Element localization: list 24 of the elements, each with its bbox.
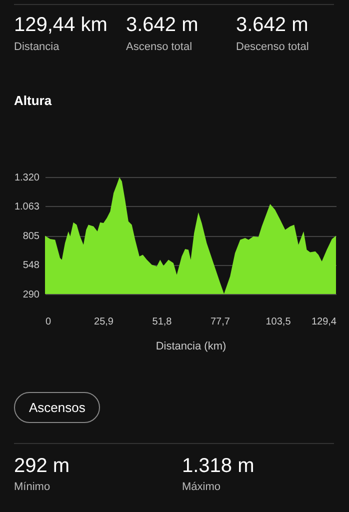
y-tick-label: 548 bbox=[22, 260, 40, 272]
text: Máximo bbox=[182, 481, 221, 493]
y-tick-label: 290 bbox=[22, 290, 40, 300]
y-tick-label: 1.063 bbox=[14, 202, 40, 213]
text: 292 m bbox=[14, 455, 70, 478]
y-tick-label: 1.320 bbox=[14, 172, 40, 184]
x-tick-label: 25,9 bbox=[94, 316, 114, 328]
text: Distancia bbox=[14, 41, 60, 53]
x-tick-label: 77,7 bbox=[210, 316, 230, 328]
x-axis-title: Distancia (km) bbox=[156, 340, 226, 352]
text: 3.642 m bbox=[236, 14, 308, 37]
text: Mínimo bbox=[14, 481, 50, 493]
text: 1.318 m bbox=[182, 455, 254, 478]
x-tick-label: 129,4 bbox=[311, 316, 337, 328]
text: Ascenso total bbox=[126, 41, 192, 53]
chart-title: Altura bbox=[14, 93, 52, 108]
text: 129,44 km bbox=[14, 14, 108, 37]
x-tick-label: 0 bbox=[46, 316, 52, 328]
text: Descenso total bbox=[236, 41, 309, 53]
x-tick-label: 103,5 bbox=[266, 316, 292, 328]
text: Ascensos bbox=[14, 392, 100, 423]
y-tick-label: 805 bbox=[22, 231, 40, 242]
x-tick-label: 51,8 bbox=[152, 316, 172, 328]
text: 3.642 m bbox=[126, 14, 198, 37]
